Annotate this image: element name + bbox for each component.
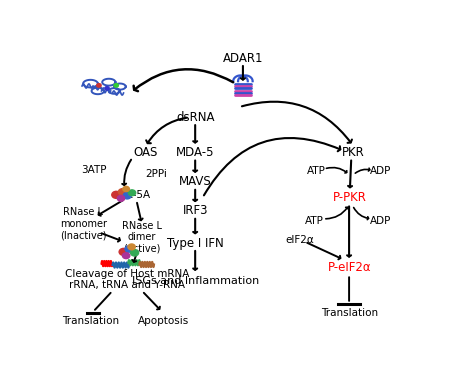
Circle shape — [128, 190, 136, 196]
Text: P-eIF2α: P-eIF2α — [328, 261, 371, 274]
Text: dsRNA: dsRNA — [176, 111, 214, 124]
Text: ATP: ATP — [305, 216, 324, 226]
Circle shape — [117, 195, 125, 201]
Circle shape — [125, 246, 133, 252]
Text: ADP: ADP — [370, 216, 392, 226]
Text: ADAR1: ADAR1 — [223, 52, 263, 65]
Text: Apoptosis: Apoptosis — [138, 316, 190, 326]
Text: ISGs and Inflammation: ISGs and Inflammation — [132, 276, 259, 286]
Text: Translation: Translation — [321, 308, 378, 318]
Circle shape — [105, 87, 109, 90]
Text: ATP: ATP — [307, 166, 326, 176]
Text: RNase L
dimer
(active): RNase L dimer (active) — [122, 221, 162, 254]
Circle shape — [123, 193, 131, 199]
Text: 3ATP: 3ATP — [82, 165, 107, 175]
Text: 2-5A: 2-5A — [126, 190, 150, 200]
Text: Type I IFN: Type I IFN — [167, 237, 224, 250]
Text: IRF3: IRF3 — [182, 204, 208, 217]
Circle shape — [123, 186, 129, 192]
Circle shape — [130, 250, 138, 256]
Text: P-PKR: P-PKR — [333, 191, 366, 204]
Circle shape — [119, 249, 128, 255]
Circle shape — [112, 191, 120, 198]
Text: MAVS: MAVS — [179, 175, 211, 188]
Circle shape — [97, 84, 101, 87]
Text: PKR: PKR — [342, 146, 365, 159]
Text: Translation: Translation — [62, 316, 119, 326]
Circle shape — [128, 244, 135, 250]
Text: ADP: ADP — [370, 166, 392, 176]
Text: MDA-5: MDA-5 — [176, 146, 214, 159]
Text: OAS: OAS — [133, 146, 158, 159]
Circle shape — [114, 84, 118, 87]
Text: eIF2α: eIF2α — [285, 235, 314, 245]
Text: 2PPi: 2PPi — [146, 169, 167, 179]
Circle shape — [122, 253, 130, 259]
Circle shape — [118, 189, 127, 195]
Text: Cleavage of Host mRNA
rRNA, tRNA and Y-RNA: Cleavage of Host mRNA rRNA, tRNA and Y-R… — [65, 269, 190, 290]
Text: RNase L
monomer
(Inactive): RNase L monomer (Inactive) — [60, 207, 107, 241]
